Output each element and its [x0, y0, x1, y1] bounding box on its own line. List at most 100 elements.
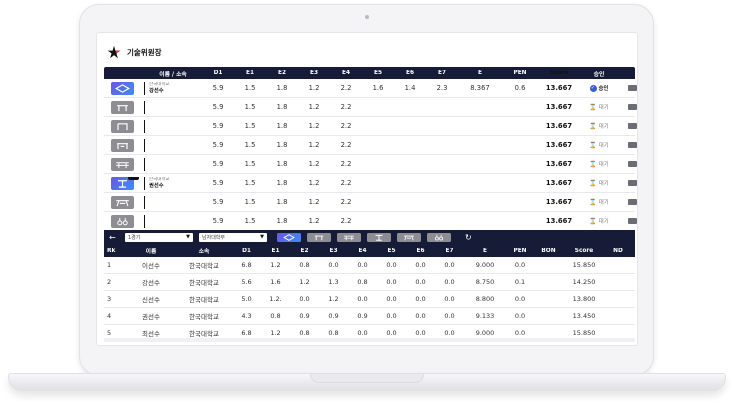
- still-rings-icon[interactable]: [110, 214, 134, 228]
- floor-apparatus-tab[interactable]: [277, 232, 301, 242]
- hourglass-icon: ⌛: [589, 160, 597, 168]
- score-e3: 1.2: [308, 141, 320, 149]
- column-header: E7: [445, 247, 454, 254]
- ranking-row[interactable]: 2 강선수 한국대학교 5.6 1.6 1.2 1.3 0.8 0.0 0.0 0.0 8.750 0.…: [104, 274, 635, 291]
- score-d1: 5.9: [212, 160, 224, 168]
- division-select-value: 남자대학부: [202, 234, 226, 241]
- status-label: 대기: [598, 200, 609, 206]
- table-row[interactable]: 5.9 1.5 1.8 1.2 2.2 13.667 ⌛ 대기: [104, 136, 637, 155]
- status-badge: ⌛ 대기: [580, 217, 618, 226]
- score-pen: 0.6: [514, 84, 526, 92]
- rank-e6: 0.0: [415, 261, 426, 269]
- video-camera-icon[interactable]: [627, 218, 637, 224]
- score-e1: 1.5: [244, 84, 256, 92]
- score-e2: 1.8: [276, 160, 288, 168]
- score-e: 8.367: [470, 84, 490, 92]
- ranking-row[interactable]: 4 권선수 한국대학교 4.3 0.8 0.9 0.9 0.9 0.0 0.0 0.0 9.133 0.…: [104, 308, 635, 325]
- table-row[interactable]: 5.9 1.5 1.8 1.2 2.2 13.667 ⌛ 대기: [104, 155, 637, 174]
- beam-apparatus-icon[interactable]: [110, 195, 134, 209]
- column-header: E2: [278, 70, 286, 76]
- column-header: D1: [242, 247, 251, 254]
- rank-score: 15.850: [572, 329, 596, 337]
- ranking-table-body: 1 이선수 한국대학교 6.8 1.2 0.8 0.0 0.0 0.0 0.0 0.0 9.000 0.…: [104, 257, 635, 342]
- rank-e3: 0.9: [328, 312, 339, 320]
- score-e3: 1.2: [308, 198, 320, 206]
- score-d1: 5.9: [212, 217, 224, 225]
- ranking-row[interactable]: 1 이선수 한국대학교 6.8 1.2 0.8 0.0 0.0 0.0 0.0 0.0 9.000 0.…: [104, 257, 635, 274]
- horizontal-bar-tab[interactable]: [367, 232, 391, 242]
- score-e4: 2.2: [340, 141, 352, 149]
- video-camera-icon[interactable]: [627, 199, 637, 205]
- table-row[interactable]: 한국대학교 강선수 5.9 1.5 1.8 1.2 2.2 1.6 1.4 2.3 8.367 0.6…: [104, 79, 637, 98]
- pommel-horse-icon[interactable]: [110, 100, 134, 114]
- video-camera-icon[interactable]: [627, 123, 637, 129]
- rank-name: 이선수: [142, 262, 160, 270]
- vault-apparatus-icon[interactable]: [110, 138, 134, 152]
- approval-status[interactable]: ⌛ 대기: [580, 198, 618, 207]
- division-select[interactable]: 남자대학부 ▼: [199, 232, 267, 242]
- apparatus-tabs: [277, 232, 451, 242]
- score-e1: 1.5: [244, 179, 256, 187]
- approval-status[interactable]: ✓ 승인: [580, 84, 618, 92]
- column-header: Score: [574, 247, 594, 254]
- round-select[interactable]: 1경기 ▼: [125, 232, 193, 242]
- video-camera-icon[interactable]: [627, 104, 637, 110]
- rank-e5: 0.0: [386, 312, 397, 320]
- table-row[interactable]: 5.9 1.5 1.8 1.2 2.2 13.667 ⌛ 대기: [104, 117, 637, 136]
- still-rings-tab[interactable]: [427, 232, 451, 242]
- video-cell: [618, 180, 637, 186]
- video-camera-icon[interactable]: [627, 180, 637, 186]
- floor-apparatus-icon[interactable]: [110, 81, 134, 95]
- athlete-name: 강선수: [149, 87, 164, 94]
- status-label: 대기: [598, 105, 609, 111]
- parallel-bars-tab[interactable]: [337, 232, 361, 242]
- rank-e: 9.000: [475, 261, 495, 269]
- video-camera-icon[interactable]: [627, 142, 637, 148]
- status-badge: ⌛ 대기: [580, 122, 618, 131]
- athlete-school: 한국대학교: [149, 82, 170, 87]
- column-header: Score: [549, 70, 569, 76]
- table-row[interactable]: 5.9 1.5 1.8 1.2 2.2 13.667 ⌛ 대기: [104, 212, 637, 231]
- rank-e7: 0.0: [444, 278, 455, 286]
- rank-e7: 0.0: [444, 312, 455, 320]
- table-row[interactable]: 5.9 1.5 1.8 1.2 2.2 13.667 ⌛ 대기: [104, 193, 637, 212]
- table-row[interactable]: 5.9 1.5 1.8 1.2 2.2 13.667 ⌛ 대기: [104, 98, 637, 117]
- total-score: 13.667: [545, 179, 573, 187]
- refresh-icon[interactable]: ↻: [465, 232, 472, 242]
- score-e1: 1.5: [244, 217, 256, 225]
- total-score: 13.667: [545, 103, 573, 111]
- athlete-cell: [140, 214, 202, 228]
- athlete-cell: 한국대학교 강선수: [140, 81, 202, 95]
- total-score: 13.667: [545, 141, 573, 149]
- approval-status[interactable]: ⌛ 대기: [580, 141, 618, 150]
- parallel-bars-icon[interactable]: [110, 157, 134, 171]
- approval-status[interactable]: ⌛ 대기: [580, 160, 618, 169]
- rank-score: 15.850: [572, 261, 596, 269]
- score-e4: 2.2: [340, 217, 352, 225]
- pommel-horse-tab[interactable]: [307, 232, 331, 242]
- column-header: ND: [613, 247, 623, 254]
- apparatus-cell: [104, 81, 140, 95]
- video-camera-icon[interactable]: [627, 85, 637, 91]
- approval-status[interactable]: ⌛ 대기: [580, 103, 618, 112]
- beam-apparatus-tab[interactable]: [397, 232, 421, 242]
- ranking-row[interactable]: 3 신선수 한국대학교 5.0 1.2. 0.0 1.2 0.0 0.0 0.0 0.0 8.800 0…: [104, 291, 635, 308]
- rings-apparatus-icon[interactable]: [110, 119, 134, 133]
- status-badge: ⌛ 대기: [580, 160, 618, 169]
- approval-status[interactable]: ⌛ 대기: [580, 217, 618, 226]
- athlete-cell: [140, 195, 202, 209]
- app-screen: 기술위원장 이름 / 소속 D1 E1 E2 E3 E4 E5 E6 E7 E PEN Score 승인…: [96, 32, 638, 346]
- hourglass-icon: ⌛: [589, 179, 597, 187]
- approval-status[interactable]: ⌛ 대기: [580, 122, 618, 131]
- back-arrow-icon[interactable]: ←: [109, 232, 116, 242]
- rank-rk: 5: [107, 329, 112, 337]
- bottom-scroll-area: [104, 338, 635, 342]
- score-e3: 1.2: [308, 160, 320, 168]
- horizontal-bar-icon[interactable]: 2B: [110, 176, 139, 190]
- video-camera-icon[interactable]: [627, 161, 637, 167]
- approval-status[interactable]: ⌛ 대기: [580, 179, 618, 188]
- score-e3: 1.2: [308, 122, 320, 130]
- athlete-cell: [140, 119, 202, 133]
- apparatus-cell: [104, 157, 140, 171]
